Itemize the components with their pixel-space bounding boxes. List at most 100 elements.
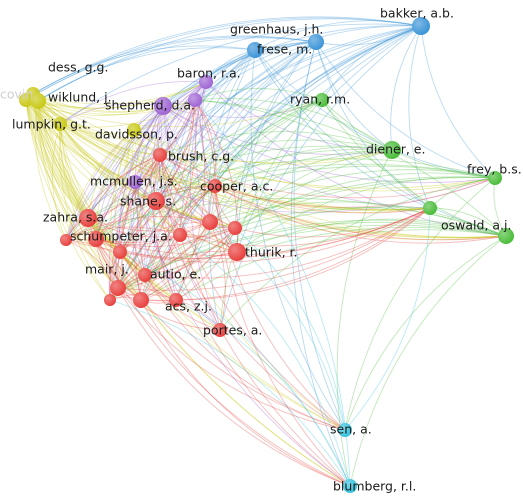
edge: [179, 234, 351, 487]
edge: [429, 207, 507, 237]
edge: [159, 154, 238, 253]
node-label: blumberg, r.l.: [333, 479, 416, 494]
edge: [344, 235, 507, 431]
edge: [117, 185, 216, 289]
edge: [25, 99, 119, 289]
edge: [37, 99, 196, 116]
edge: [117, 287, 346, 431]
edge: [144, 207, 431, 279]
edge: [37, 100, 119, 289]
node-label: sen, a.: [330, 422, 372, 437]
edge: [117, 41, 317, 289]
node-label: frese, m.: [257, 42, 312, 57]
edge: [95, 81, 207, 240]
edge: [65, 163, 496, 241]
edge: [200, 81, 216, 187]
edge: [114, 181, 136, 289]
edge: [234, 172, 496, 229]
edge: [254, 49, 496, 179]
edge: [144, 227, 236, 276]
edge: [32, 16, 422, 95]
edge: [135, 154, 161, 301]
edge: [59, 123, 136, 183]
edge: [25, 99, 221, 331]
edge: [32, 93, 507, 238]
edge: [37, 100, 161, 156]
edge: [32, 35, 317, 95]
node-shine: [138, 268, 152, 282]
edge: [117, 227, 236, 289]
edge: [236, 176, 496, 253]
edge: [133, 129, 236, 229]
node-label: acs, z.j.: [165, 299, 212, 314]
edge: [117, 176, 496, 289]
node-label: shepherd, d.a.: [105, 98, 195, 113]
edge: [59, 123, 135, 135]
edge: [159, 154, 496, 199]
edge: [25, 99, 181, 236]
edge: [234, 227, 346, 431]
edge: [140, 25, 422, 301]
unlabeled-nodes: [60, 93, 437, 307]
edge: [160, 105, 221, 331]
edge: [65, 216, 211, 241]
edge: [95, 49, 256, 240]
edge: [175, 149, 393, 301]
edge: [155, 49, 256, 202]
edge: [110, 129, 135, 289]
node-label: dess, g.g.: [48, 60, 108, 75]
edge: [65, 181, 136, 241]
edge: [214, 41, 317, 187]
edge: [65, 49, 256, 241]
node-shine: [498, 228, 514, 244]
edge: [144, 274, 221, 331]
node-shine: [169, 293, 183, 307]
edge: [59, 123, 238, 253]
edge: [175, 227, 236, 301]
edge: [37, 100, 146, 276]
edge: [117, 221, 507, 289]
edge: [159, 154, 346, 431]
node-shine: [423, 201, 437, 215]
edge: [87, 217, 211, 232]
edge: [132, 129, 177, 301]
edge: [250, 49, 346, 431]
edge: [65, 25, 422, 241]
edge: [144, 25, 422, 276]
edge: [59, 81, 207, 125]
edge: [37, 37, 317, 102]
edge: [133, 129, 238, 253]
edge: [209, 201, 507, 237]
edge: [205, 81, 393, 151]
edge: [59, 123, 89, 219]
edge: [87, 154, 161, 219]
node-label: mair, j.: [85, 262, 129, 277]
edge: [95, 25, 422, 240]
edge: [65, 239, 146, 276]
node-shine: [315, 93, 329, 107]
edge: [121, 129, 142, 301]
node-label: bakker, a.b.: [380, 6, 454, 21]
edge: [214, 99, 323, 187]
edge: [35, 100, 67, 241]
edge: [37, 100, 351, 487]
edge: [25, 99, 346, 431]
node-shine: [128, 175, 142, 189]
edge: [179, 49, 256, 236]
edge: [219, 177, 496, 331]
edge: [115, 105, 164, 289]
node-shine: [188, 93, 202, 107]
edge: [321, 99, 496, 179]
edge: [25, 99, 323, 128]
edge: [125, 129, 146, 276]
edge: [65, 154, 161, 241]
edge: [194, 88, 323, 101]
node-label: autio, e.: [150, 267, 201, 282]
edge: [59, 123, 146, 276]
edge: [119, 185, 216, 253]
edge: [209, 149, 393, 223]
nodes: [19, 17, 514, 493]
node-shine: [208, 179, 222, 193]
edge: [37, 100, 121, 253]
edge: [59, 103, 164, 125]
